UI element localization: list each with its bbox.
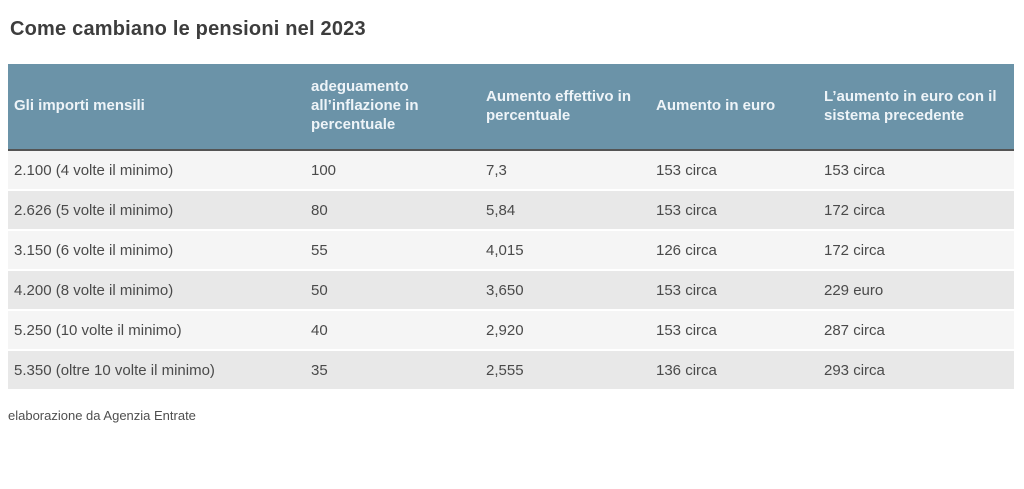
col-header-importi-mensili: Gli importi mensili xyxy=(8,64,305,151)
table-cell: 287 circa xyxy=(818,311,1014,351)
table-row: 2.100 (4 volte il minimo) 100 7,3 153 ci… xyxy=(8,151,1014,191)
table-cell: 4,015 xyxy=(480,231,650,271)
table-row: 2.626 (5 volte il minimo) 80 5,84 153 ci… xyxy=(8,191,1014,231)
pension-table: Gli importi mensili adeguamento all’infl… xyxy=(8,64,1014,391)
table-cell: 50 xyxy=(305,271,480,311)
table-cell: 153 circa xyxy=(650,271,818,311)
table-cell: 35 xyxy=(305,351,480,391)
col-header-aumento-euro: Aumento in euro xyxy=(650,64,818,151)
table-cell: 153 circa xyxy=(818,151,1014,191)
table-row: 5.250 (10 volte il minimo) 40 2,920 153 … xyxy=(8,311,1014,351)
table-cell: 126 circa xyxy=(650,231,818,271)
table-header-row: Gli importi mensili adeguamento all’infl… xyxy=(8,64,1014,151)
table-cell: 2.100 (4 volte il minimo) xyxy=(8,151,305,191)
table-cell: 229 euro xyxy=(818,271,1014,311)
col-header-adeguamento-inflazione: adeguamento all’inflazione in percentual… xyxy=(305,64,480,151)
source-note: elaborazione da Agenzia Entrate xyxy=(8,408,196,423)
table-cell: 153 circa xyxy=(650,191,818,231)
table-cell: 5.350 (oltre 10 volte il minimo) xyxy=(8,351,305,391)
table-cell: 293 circa xyxy=(818,351,1014,391)
table-cell: 172 circa xyxy=(818,231,1014,271)
table-cell: 40 xyxy=(305,311,480,351)
table-row: 5.350 (oltre 10 volte il minimo) 35 2,55… xyxy=(8,351,1014,391)
table-cell: 153 circa xyxy=(650,311,818,351)
page-title: Come cambiano le pensioni nel 2023 xyxy=(10,18,366,40)
col-header-aumento-sistema-precedente: L’aumento in euro con il sistema precede… xyxy=(818,64,1014,151)
table-cell: 80 xyxy=(305,191,480,231)
table-cell: 3,650 xyxy=(480,271,650,311)
table-cell: 5,84 xyxy=(480,191,650,231)
col-header-aumento-effettivo: Aumento effettivo in percentuale xyxy=(480,64,650,151)
table-cell: 2.626 (5 volte il minimo) xyxy=(8,191,305,231)
table-cell: 172 circa xyxy=(818,191,1014,231)
table-cell: 2,555 xyxy=(480,351,650,391)
table-row: 4.200 (8 volte il minimo) 50 3,650 153 c… xyxy=(8,271,1014,311)
table-cell: 136 circa xyxy=(650,351,818,391)
table-cell: 4.200 (8 volte il minimo) xyxy=(8,271,305,311)
table-cell: 2,920 xyxy=(480,311,650,351)
table-cell: 55 xyxy=(305,231,480,271)
table-cell: 100 xyxy=(305,151,480,191)
table-row: 3.150 (6 volte il minimo) 55 4,015 126 c… xyxy=(8,231,1014,271)
table-cell: 7,3 xyxy=(480,151,650,191)
table-cell: 3.150 (6 volte il minimo) xyxy=(8,231,305,271)
table-cell: 153 circa xyxy=(650,151,818,191)
table-cell: 5.250 (10 volte il minimo) xyxy=(8,311,305,351)
